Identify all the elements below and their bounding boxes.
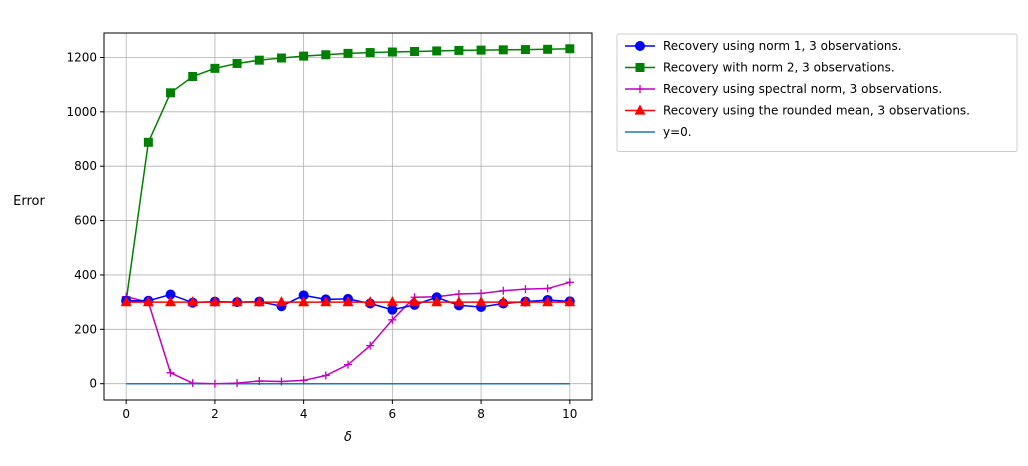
legend-label: y=0.: [663, 125, 692, 139]
data-point: [166, 368, 175, 377]
legend-entry: y=0.: [625, 125, 692, 139]
x-tick-label: 10: [562, 407, 577, 421]
data-point: [232, 58, 242, 68]
data-point: [276, 296, 287, 307]
data-point: [299, 51, 309, 61]
legend-box: [616, 33, 1018, 152]
legend-label: Recovery using norm 1, 3 observations.: [663, 39, 902, 53]
data-point: [521, 285, 530, 294]
legend-label: Recovery using spectral norm, 3 observat…: [663, 82, 942, 96]
data-point: [498, 45, 508, 55]
legend-label: Recovery with norm 2, 3 observations.: [663, 61, 895, 75]
data-point: [454, 45, 464, 55]
x-axis-label: δ: [344, 430, 352, 445]
data-point: [497, 296, 509, 307]
data-point: [344, 360, 352, 369]
data-point: [209, 296, 221, 307]
legend-entry: Recovery using spectral norm, 3 observat…: [625, 82, 942, 96]
data-point: [210, 63, 220, 73]
legend-label: Recovery using the rounded mean, 3 obser…: [663, 104, 970, 118]
x-tick-label: 8: [477, 407, 485, 421]
data-point: [320, 296, 332, 307]
data-point: [165, 296, 176, 307]
data-point: [476, 45, 486, 55]
data-point: [432, 46, 442, 56]
legend: Recovery using norm 1, 3 observations. Re…: [616, 33, 1018, 152]
x-tick-label: 0: [122, 407, 130, 421]
data-point: [388, 315, 397, 324]
axis-ticks: 0 2 4 6 8 10 0 200 400 600 800 1000 1200: [66, 50, 577, 421]
x-tick-label: 2: [211, 407, 219, 421]
y-axis-label: Error: [13, 194, 45, 209]
y-tick-label: 800: [74, 159, 97, 173]
series-line: [125, 48, 570, 301]
data-point: [166, 88, 176, 98]
data-point: [233, 379, 242, 388]
data-point: [386, 296, 398, 307]
data-point: [142, 296, 154, 307]
data-point: [387, 47, 397, 57]
data-point: [475, 296, 487, 307]
data-point: [635, 63, 645, 72]
data-point: [366, 341, 375, 350]
data-point: [143, 137, 153, 147]
data-point: [387, 304, 398, 315]
data-point: [276, 53, 286, 63]
legend-entry: Recovery using norm 1, 3 observations.: [625, 39, 902, 53]
x-tick-label: 6: [389, 407, 397, 421]
data-point: [298, 296, 310, 307]
data-point: [520, 45, 530, 55]
data-point: [636, 85, 644, 93]
data-point: [564, 296, 576, 307]
data-point: [277, 377, 286, 386]
data-point: [321, 371, 330, 380]
y-tick-label: 400: [74, 268, 97, 282]
data-point: [364, 296, 376, 307]
data-point: [120, 296, 132, 307]
data-point: [254, 55, 264, 65]
data-point: [255, 376, 264, 385]
data-point: [565, 44, 575, 54]
x-tick-label: 4: [300, 407, 308, 421]
y-tick-label: 200: [74, 322, 97, 336]
series-2: [121, 44, 575, 306]
data-point: [542, 296, 554, 307]
data-point: [187, 296, 199, 307]
data-point: [210, 379, 219, 388]
data-point: [520, 296, 531, 307]
data-point: [188, 379, 197, 388]
data-point: [231, 296, 243, 307]
data-point: [365, 48, 375, 58]
legend-entry: Recovery using the rounded mean, 3 obser…: [625, 104, 970, 118]
data-point: [253, 296, 265, 307]
plot-frame: [103, 32, 593, 401]
data-point: [343, 48, 353, 58]
y-tick-label: 600: [74, 214, 97, 228]
data-point: [543, 284, 552, 293]
data-point: [565, 278, 574, 287]
data-point: [188, 71, 198, 81]
y-tick-label: 1000: [66, 105, 97, 119]
data-point: [342, 296, 354, 307]
series-4: [120, 296, 576, 307]
plot-series: [120, 44, 576, 388]
data-point: [635, 41, 645, 51]
data-point: [431, 296, 443, 307]
data-point: [634, 104, 646, 115]
legend-entry: Recovery with norm 2, 3 observations.: [625, 61, 895, 75]
data-point: [321, 50, 331, 60]
data-point: [543, 44, 553, 54]
data-point: [299, 376, 308, 385]
data-point: [410, 46, 420, 56]
data-point: [409, 296, 420, 307]
data-point: [499, 286, 508, 295]
y-tick-label: 0: [89, 377, 97, 391]
data-point: [453, 296, 465, 307]
y-tick-label: 1200: [66, 50, 97, 64]
